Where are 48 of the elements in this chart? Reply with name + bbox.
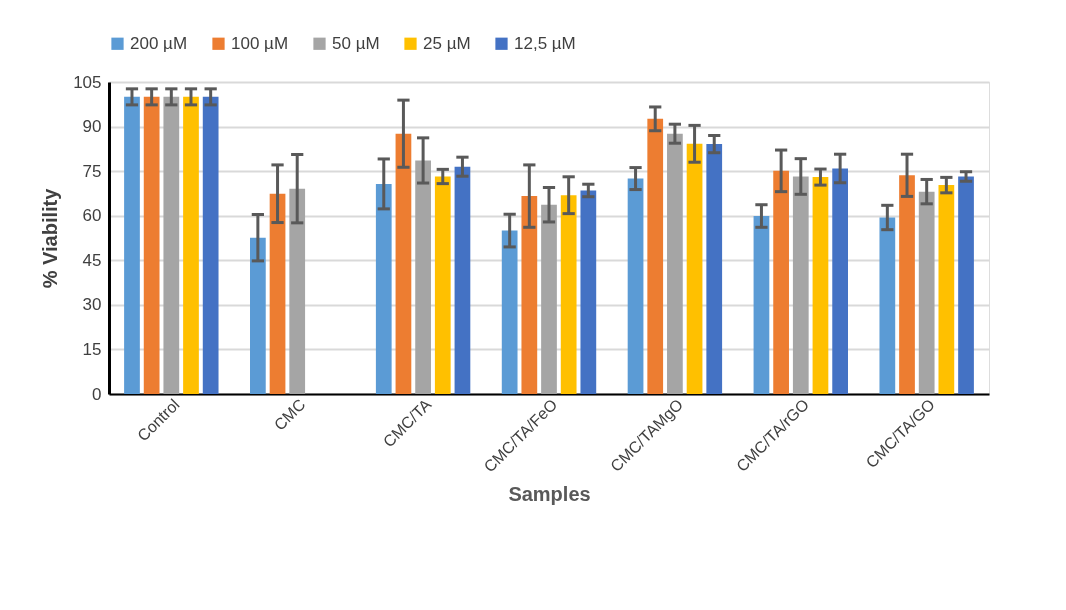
bar	[289, 188, 306, 394]
y-tick-label: 60	[82, 206, 102, 226]
y-tick-label: 15	[82, 339, 102, 359]
legend-label: 12,5 µM	[514, 33, 576, 53]
bar	[415, 160, 431, 394]
x-axis-title: Samples	[508, 483, 591, 506]
bar	[899, 175, 915, 394]
bar	[124, 96, 140, 394]
legend-label: 100 µM	[231, 33, 289, 53]
y-tick-label: 45	[82, 250, 102, 270]
bar	[269, 193, 286, 394]
bar	[454, 166, 471, 394]
bar	[792, 176, 809, 394]
bar	[250, 237, 266, 394]
bar	[163, 96, 180, 394]
bar	[918, 191, 935, 394]
bar	[541, 204, 557, 394]
bar	[647, 118, 664, 394]
bar	[143, 96, 160, 394]
bar	[812, 177, 829, 394]
y-tick-label: 105	[73, 72, 102, 92]
bar	[560, 195, 577, 394]
bar	[521, 196, 538, 394]
y-tick-label: 0	[92, 384, 102, 404]
bar	[773, 170, 789, 394]
y-tick-label: 30	[82, 295, 102, 315]
bar	[375, 183, 392, 394]
bar	[667, 133, 683, 394]
bar	[202, 96, 219, 394]
bar	[395, 133, 412, 394]
bar	[706, 144, 723, 394]
legend-label: 25 µM	[423, 33, 471, 53]
bar	[580, 190, 597, 394]
bar	[183, 96, 199, 394]
bar	[627, 178, 644, 394]
bar	[879, 217, 896, 394]
bar	[434, 176, 451, 394]
bar	[753, 216, 770, 394]
bar	[938, 185, 955, 394]
y-tick-label: 75	[82, 161, 102, 181]
y-axis-title: % Viability	[39, 187, 62, 289]
bar	[958, 176, 974, 394]
bar	[832, 168, 848, 394]
legend-label: 50 µM	[332, 33, 380, 53]
legend-label: 200 µM	[130, 33, 188, 53]
bar	[501, 230, 518, 394]
bar	[686, 143, 703, 394]
y-tick-label: 90	[82, 117, 102, 137]
